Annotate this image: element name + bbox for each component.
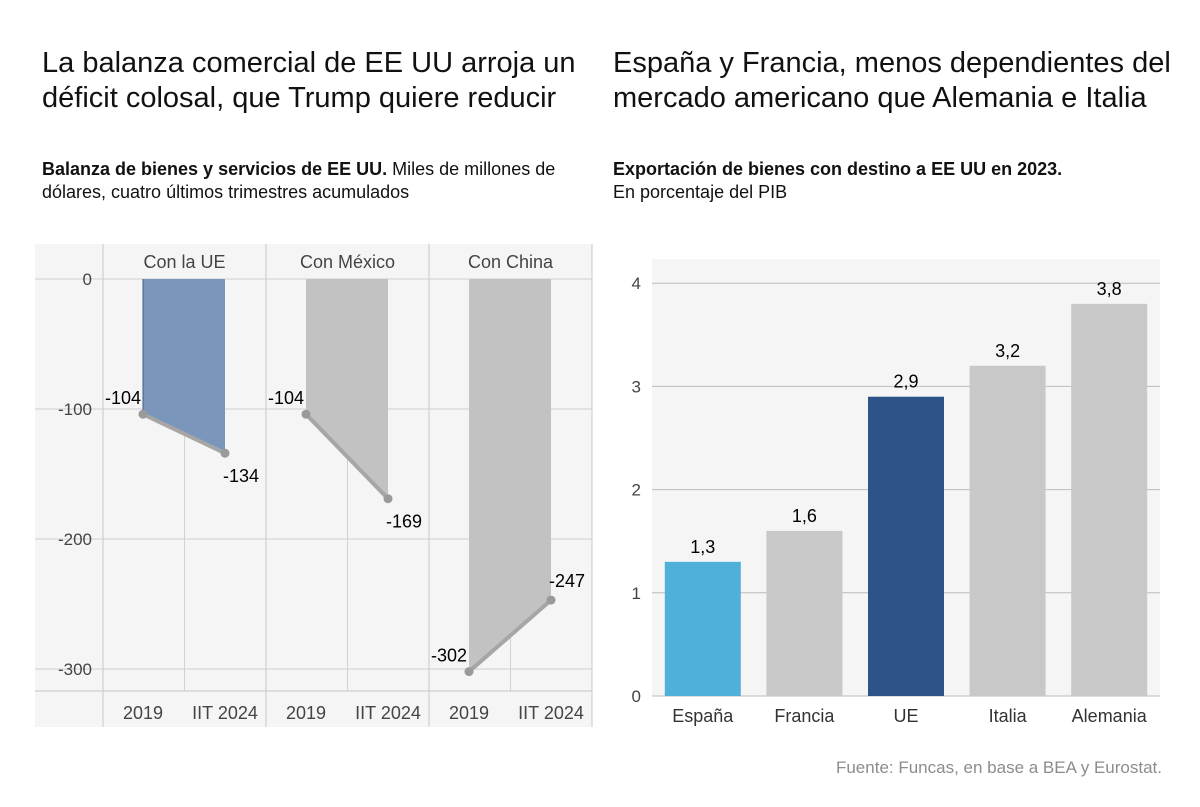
left-y-tick-label: -300 — [58, 660, 92, 679]
bar — [664, 561, 741, 696]
source-note: Fuente: Funcas, en base a BEA y Eurostat… — [835, 758, 1162, 777]
value-label-iit2024: -134 — [223, 466, 259, 486]
right-y-tick-label: 2 — [632, 481, 641, 500]
balance-area — [143, 279, 225, 454]
x-tick-label: IIT 2024 — [355, 703, 421, 723]
left-y-tick-label: -200 — [58, 530, 92, 549]
x-tick-label: IIT 2024 — [518, 703, 584, 723]
facet-label: Con la UE — [143, 252, 225, 272]
bar — [1071, 303, 1148, 696]
bar-value-label: 2,9 — [893, 372, 918, 392]
bar-category-label: Francia — [774, 706, 835, 726]
x-tick-label: 2019 — [286, 703, 326, 723]
bar-value-label: 3,2 — [995, 341, 1020, 361]
bar — [766, 530, 843, 696]
balance-point-iit2024 — [546, 595, 556, 605]
bar-category-label: Alemania — [1072, 706, 1148, 726]
left-y-tick-label: 0 — [83, 270, 92, 289]
facet-label: Con China — [468, 252, 554, 272]
value-label-iit2024: -247 — [549, 571, 585, 591]
left-y-tick-label: -100 — [58, 400, 92, 419]
bar-value-label: 3,8 — [1097, 279, 1122, 299]
left-subtitle-rest: Miles de millones de dólares, cuatro últ… — [42, 159, 556, 202]
balance-point-2019 — [464, 667, 474, 677]
balance-point-2019 — [138, 409, 148, 419]
balance-area — [469, 279, 551, 672]
left-chart-title: La balanza comercial de EE UU arroja un … — [42, 47, 576, 114]
right-chart-title: España y Francia, menos dependientes del… — [613, 47, 1171, 114]
left-subtitle-bold: Balanza de bienes y servicios de EE UU. — [42, 159, 388, 179]
facet-label: Con México — [300, 252, 395, 272]
value-label-iit2024: -169 — [386, 512, 422, 532]
balance-area — [306, 279, 388, 499]
balance-line — [467, 598, 553, 674]
bar — [969, 365, 1046, 696]
balance-point-2019 — [301, 409, 311, 419]
x-tick-label: IIT 2024 — [192, 703, 258, 723]
value-label-2019: -302 — [431, 646, 467, 666]
balance-point-iit2024 — [383, 494, 393, 504]
right-subtitle-bold: Exportación de bienes con destino a EE U… — [613, 159, 1063, 179]
balance-line — [141, 412, 227, 456]
bar-value-label: 1,6 — [792, 506, 817, 526]
right-y-tick-label: 3 — [632, 377, 641, 396]
x-tick-label: 2019 — [449, 703, 489, 723]
balance-point-iit2024 — [220, 448, 230, 458]
bar-category-label: España — [672, 706, 734, 726]
bar — [868, 396, 944, 696]
bar-category-label: Italia — [989, 706, 1028, 726]
right-y-tick-label: 4 — [632, 274, 641, 293]
right-chart-subtitle: Exportación de bienes con destino a EE U… — [613, 158, 1183, 204]
bar-category-label: UE — [893, 706, 918, 726]
right-y-tick-label: 0 — [632, 687, 641, 706]
value-label-2019: -104 — [268, 388, 304, 408]
right-subtitle-rest: En porcentaje del PIB — [613, 182, 788, 202]
balance-line — [304, 412, 390, 501]
bar-value-label: 1,3 — [690, 537, 715, 557]
value-label-2019: -104 — [105, 388, 141, 408]
x-tick-label: 2019 — [123, 703, 163, 723]
left-chart-subtitle: Balanza de bienes y servicios de EE UU. … — [42, 158, 562, 204]
right-y-tick-label: 1 — [632, 584, 641, 603]
